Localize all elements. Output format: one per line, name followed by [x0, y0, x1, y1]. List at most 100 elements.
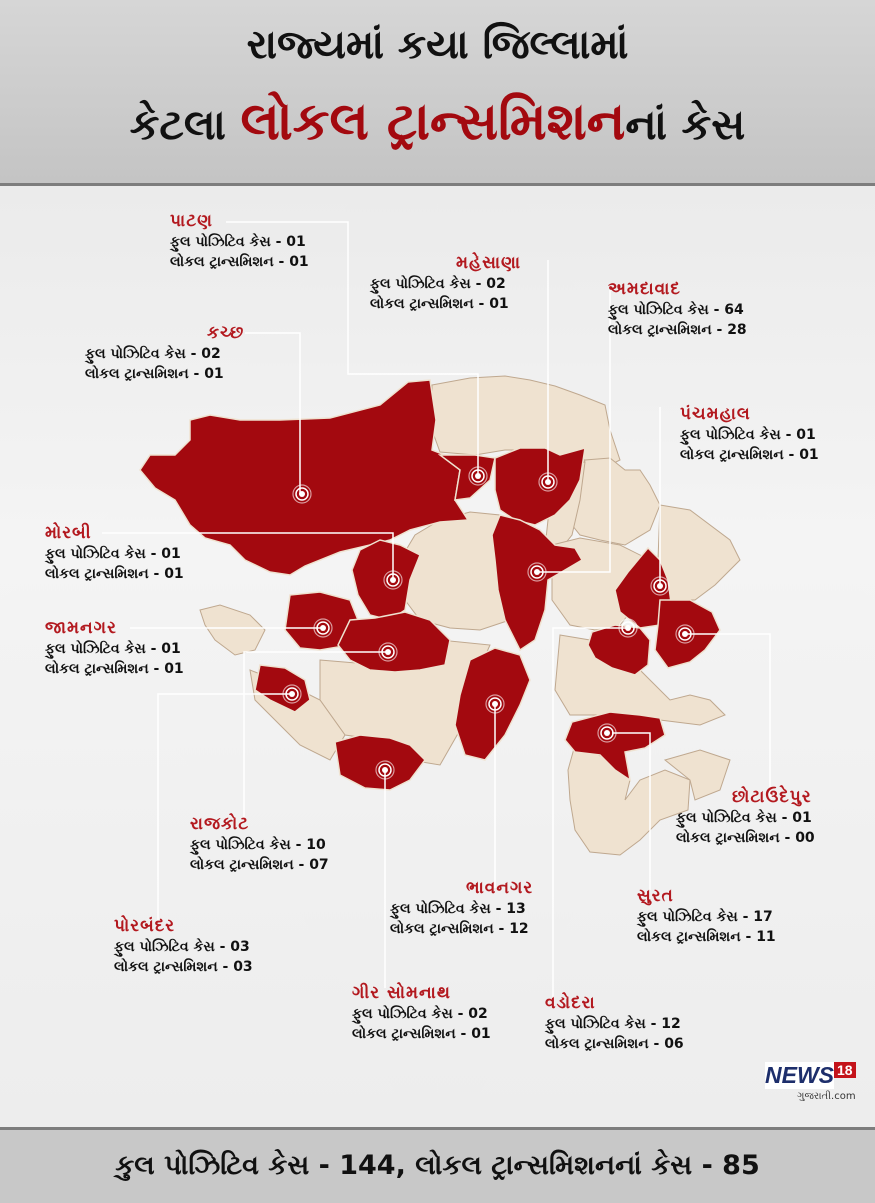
local-count: લોકલ ટ્રાન્સમિશન - 01	[352, 1026, 491, 1042]
region-kutch	[139, 379, 470, 576]
positive-count: ફુલ પોઝિટિવ કેસ - 02	[370, 276, 506, 292]
label-panchmahal: પંચમહાલ ફુલ પોઝિટિવ કેસ - 01 લોકલ ટ્રાન્…	[680, 403, 819, 465]
gujarat-map	[102, 221, 771, 998]
marker-vadodara	[618, 618, 638, 638]
marker-porbandar	[282, 684, 302, 704]
region-ahmedabad	[491, 514, 584, 652]
marker-chhotaudepur	[675, 624, 695, 644]
leader-patan	[226, 221, 479, 476]
header-banner: રાજ્યમાં કયા જિલ્લામાં કેટલા લોકલ ટ્રાન્…	[0, 0, 875, 186]
local-count: લોકલ ટ્રાન્સમિશન - 28	[608, 322, 747, 338]
positive-count: ફુલ પોઝિટિવ કેસ - 03	[114, 939, 250, 955]
district-name: રાજકોટ	[190, 814, 250, 834]
local-count: લોકલ ટ્રાન્સમિશન - 11	[637, 929, 776, 945]
region-surat	[564, 711, 666, 782]
leader-chhotaudepur	[685, 633, 771, 797]
positive-count: ફુલ પોઝિટિવ કેસ - 64	[608, 302, 744, 318]
region-navsari-valsad	[567, 744, 691, 856]
title-highlight: લોકલ ટ્રાન્સમિશન	[240, 92, 626, 152]
leader-morbi	[102, 532, 394, 580]
footer-banner: કુલ પોઝિટિવ કેસ - 144, લોકલ ટ્રાન્સમિશનન…	[0, 1127, 875, 1203]
label-chhotaudepur: છોટાઉદેપુર ફુલ પોઝિટિવ કેસ - 01 લોકલ ટ્ર…	[676, 786, 815, 848]
district-name: વડોદરા	[545, 993, 596, 1013]
positive-count: ફુલ પોઝિટિવ કેસ - 02	[352, 1006, 488, 1022]
marker-rajkot	[378, 642, 398, 662]
local-count: લોકલ ટ્રાન્સમિશન - 00	[676, 830, 815, 846]
label-kutch: કચ્છ ફુલ પોઝિટિવ કેસ - 02 લોકલ ટ્રાન્સમિ…	[85, 322, 244, 384]
label-girsomnath: ગીર સોમનાથ ફુલ પોઝિટિવ કેસ - 02 લોકલ ટ્ર…	[352, 982, 491, 1044]
marker-ahmedabad	[527, 562, 547, 582]
region-morbi	[351, 539, 421, 621]
district-name: છોટાઉદેપુર	[732, 787, 812, 807]
local-count: લોકલ ટ્રાન્સમિશન - 03	[114, 959, 253, 975]
title-prefix: કેટલા	[129, 100, 241, 149]
label-porbandar: પોરબંદર ફુલ પોઝિટિવ કેસ - 03 લોકલ ટ્રાન્…	[114, 915, 253, 977]
region-porbandar	[254, 664, 311, 713]
district-name: સુરત	[637, 886, 674, 906]
local-count: લોકલ ટ્રાન્સમિશન - 12	[390, 921, 529, 937]
leader-vadodara	[552, 627, 628, 998]
district-name: પોરબંદર	[114, 916, 176, 936]
label-surat: સુરત ફુલ પોઝિટિવ કેસ - 17 લોકલ ટ્રાન્સમિ…	[637, 885, 776, 947]
positive-count: ફુલ પોઝિટિવ કેસ - 01	[676, 810, 812, 826]
label-vadodara: વડોદરા ફુલ પોઝિટિવ કેસ - 12 લોકલ ટ્રાન્સ…	[545, 992, 684, 1054]
title-line-1: રાજ્યમાં કયા જિલ્લામાં	[246, 22, 629, 68]
marker-bhavnagar	[485, 694, 505, 714]
label-ahmedabad: અમદાવાદ ફુલ પોઝિટિવ કેસ - 64 લોકલ ટ્રાન્…	[608, 278, 747, 340]
positive-count: ફુલ પોઝિટિવ કેસ - 01	[680, 427, 816, 443]
label-bhavnagar: ભાવનગર ફુલ પોઝિટિવ કેસ - 13 લોકલ ટ્રાન્સ…	[390, 877, 533, 939]
district-name: કચ્છ	[207, 323, 245, 343]
district-name: પાટણ	[170, 211, 213, 231]
local-count: લોકલ ટ્રાન્સમિશન - 06	[545, 1036, 684, 1052]
marker-morbi	[383, 570, 403, 590]
district-name: જામનગર	[45, 618, 117, 638]
affected-regions	[139, 379, 721, 791]
district-name: ભાવનગર	[466, 878, 534, 898]
leader-ahmedabad	[537, 290, 611, 573]
local-count: લોકલ ટ્રાન્સમિશન - 01	[370, 296, 509, 312]
leader-porbandar	[157, 693, 292, 922]
district-name: મોરબી	[45, 523, 92, 543]
leader-surat	[612, 732, 651, 890]
logo-number: 18	[834, 1062, 856, 1078]
label-mehsana: મહેસાણા ફુલ પોઝિટિવ કેસ - 02 લોકલ ટ્રાન્…	[370, 252, 521, 314]
region-mahisagar	[657, 504, 741, 601]
marker-panchmahal	[650, 576, 670, 596]
positive-count: ફુલ પોઝિટિવ કેસ - 10	[190, 837, 326, 853]
leader-lines	[102, 221, 771, 998]
news18-logo: NEWS 18 ગુજરાતી.com	[765, 1062, 856, 1102]
marker-surat	[597, 723, 617, 743]
district-name: ગીર સોમનાથ	[352, 983, 451, 1003]
title-suffix: નાં કેસ	[625, 100, 746, 149]
marker-jamnagar	[313, 618, 333, 638]
label-patan: પાટણ ફુલ પોઝિટિવ કેસ - 01 લોકલ ટ્રાન્સમિ…	[170, 210, 309, 272]
district-name: અમદાવાદ	[608, 279, 681, 299]
positive-count: ફુલ પોઝિટિવ કેસ - 01	[45, 641, 181, 657]
local-count: લોકલ ટ્રાન્સમિશન - 01	[45, 566, 184, 582]
region-devbhumi	[199, 604, 266, 656]
positive-count: ફુલ પોઝિટિવ કેસ - 17	[637, 909, 773, 925]
footer-summary: કુલ પોઝિટિવ કેસ - 144, લોકલ ટ્રાન્સમિશનન…	[115, 1150, 760, 1181]
local-count: લોકલ ટ્રાન્સમિશન - 01	[680, 447, 819, 463]
label-rajkot: રાજકોટ ફુલ પોઝિટિવ કેસ - 10 લોકલ ટ્રાન્સ…	[190, 813, 329, 875]
region-rajkot	[337, 611, 451, 673]
region-dang-tapi	[663, 749, 731, 801]
markers	[282, 466, 695, 780]
district-name: પંચમહાલ	[680, 404, 751, 424]
marker-patan	[468, 466, 488, 486]
positive-count: ફુલ પોઝિટિવ કેસ - 13	[390, 901, 526, 917]
positive-count: ફુલ પોઝિટિવ કેસ - 02	[85, 346, 221, 362]
positive-count: ફુલ પોઝિટિવ કેસ - 01	[45, 546, 181, 562]
leader-kutch	[245, 332, 301, 494]
local-count: લોકલ ટ્રાન્સમિશન - 01	[85, 366, 224, 382]
label-morbi: મોરબી ફુલ પોઝિટિવ કેસ - 01 લોકલ ટ્રાન્સમ…	[45, 522, 184, 584]
title-line-2: કેટલા લોકલ ટ્રાન્સમિશનનાં કેસ	[0, 92, 875, 153]
local-count: લોકલ ટ્રાન્સમિશન - 01	[170, 254, 309, 270]
positive-count: ફુલ પોઝિટિવ કેસ - 12	[545, 1016, 681, 1032]
logo-subtitle: ગુજરાતી.com	[797, 1091, 856, 1102]
leader-rajkot	[243, 651, 388, 820]
marker-mehsana	[538, 472, 558, 492]
local-count: લોકલ ટ્રાન્સમિશન - 07	[190, 857, 329, 873]
district-name: મહેસાણા	[456, 253, 522, 273]
marker-kutch	[292, 484, 312, 504]
